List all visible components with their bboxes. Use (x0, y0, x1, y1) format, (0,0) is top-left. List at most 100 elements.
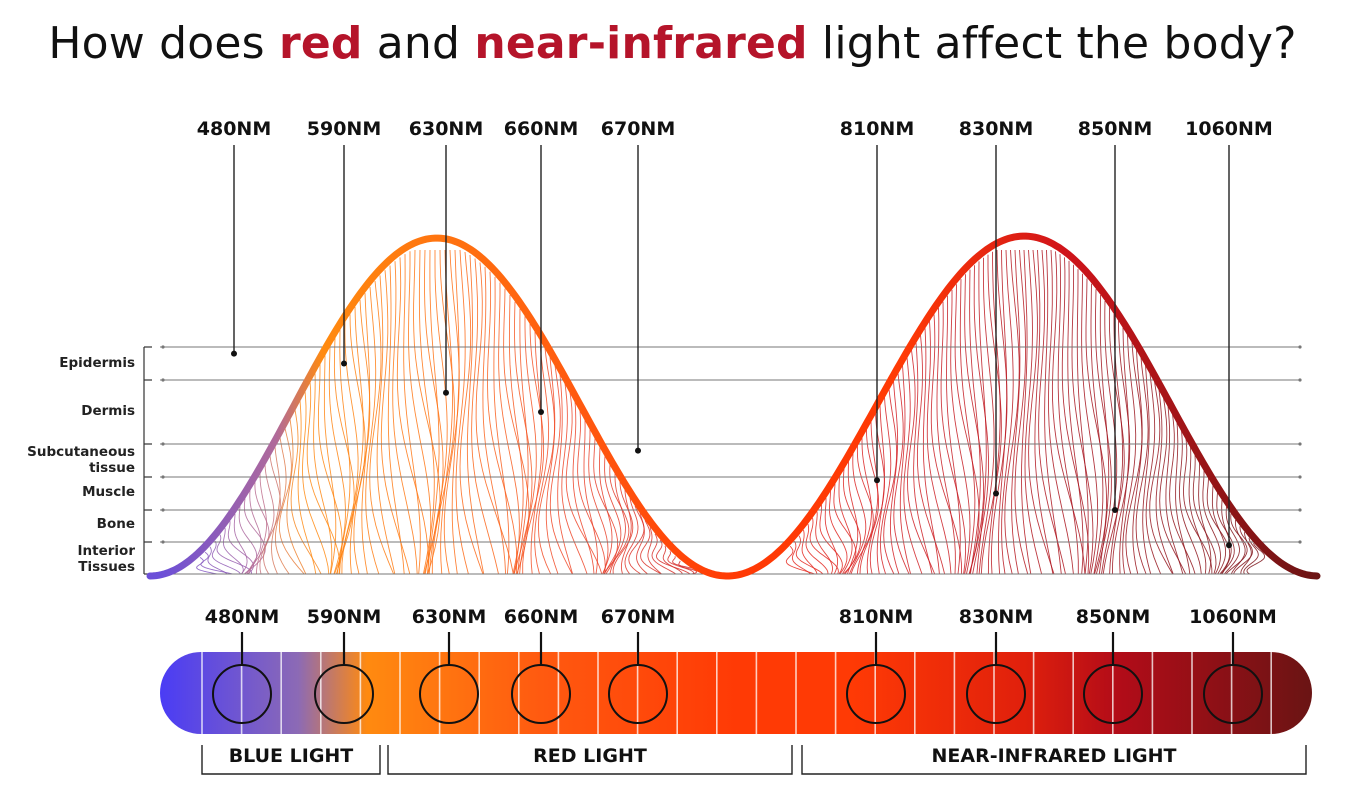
layer-line-dot-left-0 (161, 345, 165, 349)
wavelength-bottom-label-590: 590NM (306, 606, 382, 628)
right-hump-wave-line-7 (819, 504, 843, 575)
layer-label-dermis: Dermis (81, 403, 135, 419)
layer-line-dot-left-5 (161, 540, 165, 544)
right-hump-wave-line-20 (876, 405, 885, 575)
left-hump-wave-line-49 (440, 249, 454, 575)
right-hump-wave-line-61 (1061, 257, 1090, 575)
wavelength-top-label-630: 630NM (408, 118, 484, 140)
right-hump-wave-line-60 (1057, 254, 1079, 574)
layer-line-dot-right-0 (1298, 345, 1302, 349)
left-hump-wave-line-59 (493, 276, 510, 575)
left-hump-wave-line-65 (519, 316, 537, 575)
right-hump-wave-line-78 (1135, 357, 1149, 575)
wavelength-top-label-830: 830NM (958, 118, 1034, 140)
marker-circle-1 (314, 664, 374, 724)
left-hump-wave-line-16 (274, 437, 290, 575)
left-hump-wave-line-28 (336, 329, 351, 575)
right-hump-wave-line-44 (980, 254, 1002, 575)
right-hump-wave-line-27 (907, 349, 936, 575)
right-hump-wave-line-76 (1125, 342, 1143, 575)
left-hump-wave-line-33 (361, 293, 371, 575)
left-hump-wave-line-71 (549, 365, 573, 575)
category-brackets (201, 745, 1307, 775)
right-hump-wave-line-1 (791, 540, 811, 575)
wavelength-pointers (231, 145, 1232, 549)
layer-line-dot-right-2 (1298, 442, 1302, 446)
right-hump-wave-line-73 (1112, 320, 1131, 575)
right-hump-wave-line-101 (1240, 532, 1252, 574)
title-highlight-red: red (278, 18, 363, 69)
right-hump-wave-line-25 (899, 365, 912, 575)
left-hump-wave-line-21 (302, 390, 330, 575)
wavelength-bottom-label-660: 660NM (503, 606, 579, 628)
right-hump-wave-line-47 (998, 249, 1008, 575)
right-hump-wave-line-43 (978, 257, 995, 575)
right-hump-wave-line-93 (1206, 477, 1231, 575)
right-hump-wave-line-38 (959, 279, 976, 575)
right-hump-wave-line-57 (1044, 249, 1062, 575)
title-part2: and (362, 18, 475, 69)
right-hump-wave-line-58 (1048, 249, 1074, 575)
left-hump-wave-line-75 (572, 401, 595, 575)
left-hump-wave-line-72 (557, 374, 574, 575)
left-hump-wave-line-19 (290, 409, 322, 575)
left-hump-wave-line-40 (396, 257, 429, 575)
wavelength-top-label-660: 660NM (503, 118, 579, 140)
left-hump-wave-line-78 (588, 428, 609, 575)
left-hump-wave-line-90 (647, 527, 662, 575)
layer-line-dot-right-3 (1298, 475, 1302, 479)
left-hump-wave-line-55 (471, 258, 499, 575)
right-hump-wave-line-65 (1081, 273, 1099, 575)
left-hump-wave-line-2 (207, 546, 228, 575)
pointer-dot-1 (341, 360, 347, 367)
right-hump-wave-line-94 (1211, 485, 1227, 575)
layer-line-dot-right-5 (1298, 540, 1302, 544)
left-hump-wave-line-23 (313, 372, 333, 575)
category-bracket-0 (201, 745, 381, 775)
left-hump-wave-line-88 (636, 513, 648, 575)
left-hump-wave-line-12 (256, 473, 268, 575)
left-hump-wave-line-52 (455, 249, 469, 575)
right-hump-wave-line-98 (1225, 513, 1248, 575)
page-title: How does red and near-infrared light aff… (0, 18, 1345, 69)
wavelength-bottom-label-1060: 1060NM (1189, 606, 1277, 628)
left-hump-wave-line-56 (475, 262, 514, 575)
marker-circle-0 (212, 664, 272, 724)
wavelength-top-label-1060: 1060NM (1185, 118, 1273, 140)
right-hump-wave-line-54 (1028, 249, 1055, 575)
left-hump-wave-line-69 (537, 348, 555, 575)
layer-label-epidermis: Epidermis (59, 355, 135, 371)
layer-label-interior-tissues: Interior Tissues (77, 543, 135, 575)
left-hump-wave-line-94 (667, 551, 695, 575)
left-hump-wave-line-42 (408, 251, 432, 575)
left-hump-wave-line-48 (431, 249, 455, 575)
right-hump-wave-line-56 (1038, 249, 1066, 575)
title-highlight-nir: near-infrared (474, 18, 808, 69)
left-hump-wave-line-10 (246, 490, 262, 575)
marker-circle-7 (1083, 664, 1143, 724)
left-hump-wave-line-77 (583, 419, 598, 575)
left-hump-wave-line-11 (248, 481, 270, 575)
right-hump-wave-line-37 (954, 284, 980, 575)
right-hump-wave-line-16 (856, 437, 872, 575)
right-hump-wave-line-45 (987, 251, 1001, 575)
right-hump-wave-line-82 (1155, 389, 1174, 575)
pointer-dot-5 (874, 477, 880, 484)
left-hump-wave-line-14 (263, 455, 281, 575)
right-hump-wave-line-39 (964, 274, 985, 575)
right-hump-wave-line-74 (1119, 327, 1130, 575)
left-hump-wave-line-93 (662, 545, 683, 575)
right-hump-wave-line-100 (1233, 526, 1253, 575)
right-hump-wave-line-33 (936, 307, 956, 575)
right-hump-wave-line-12 (842, 468, 861, 575)
right-hump-wave-line-0 (785, 545, 815, 575)
left-hump-wave-line-5 (223, 528, 244, 575)
right-hump-wave-line-59 (1051, 251, 1086, 575)
left-hump-wave-line-83 (609, 473, 626, 575)
left-hump-wave-line-41 (403, 254, 421, 575)
left-hump-wave-line-51 (451, 249, 460, 575)
right-hump-wave-line-5 (809, 517, 839, 575)
wavelength-bottom-label-480: 480NM (204, 606, 280, 628)
title-part1: How does (48, 18, 279, 69)
tissue-layer-bracket (143, 346, 152, 575)
